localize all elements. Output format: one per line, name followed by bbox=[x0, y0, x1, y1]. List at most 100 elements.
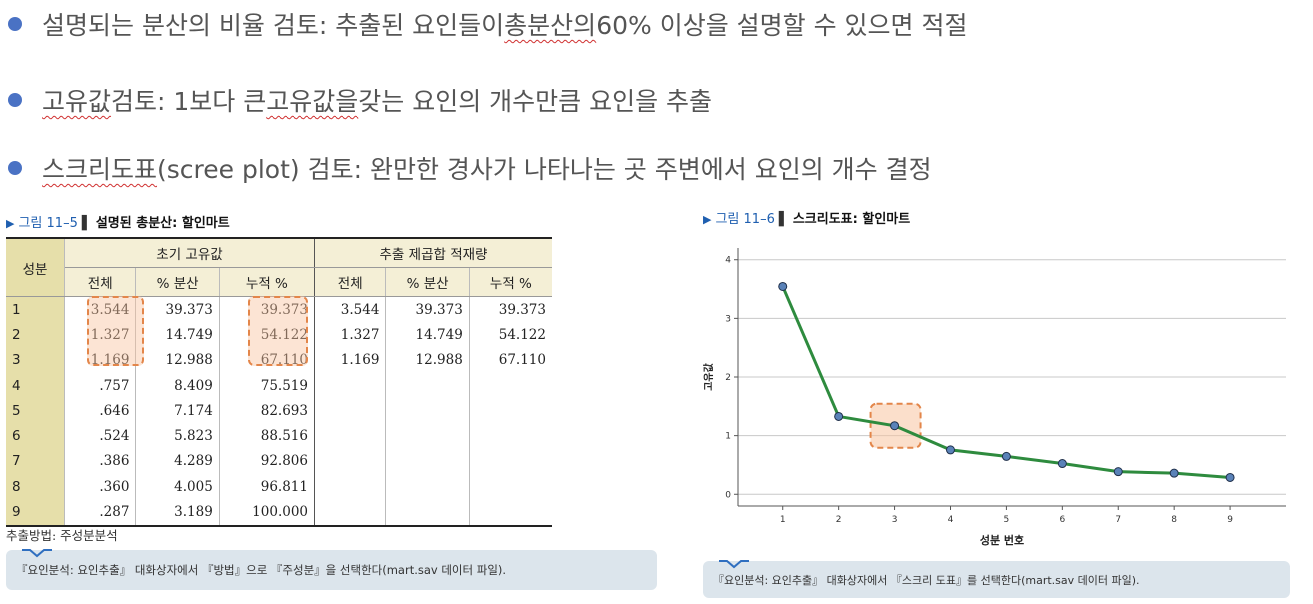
value-cell: 12.988 bbox=[385, 347, 470, 373]
value-cell bbox=[469, 373, 552, 398]
data-point bbox=[1001, 451, 1011, 461]
value-cell bbox=[469, 423, 552, 448]
value-cell: 100.000 bbox=[219, 499, 316, 527]
instruction-box-2: 『요인분석: 요인추출』 대화상자에서 『스크리 도표』를 선택한다(mart.… bbox=[703, 560, 1290, 598]
bullet-text-underlined: 총분산의 bbox=[504, 11, 597, 40]
value-cell: 5.823 bbox=[135, 423, 220, 449]
bullet-eigenvalue: 고유값 검토: 1보다 큰 고유값을 갖는 요인의 개수만큼 요인을 추출 bbox=[8, 82, 712, 118]
extraction-method-note: 추출방법: 주성분분석 bbox=[6, 528, 118, 543]
component-cell: 7 bbox=[6, 448, 65, 475]
value-cell: 92.806 bbox=[219, 448, 316, 475]
arrow-icon: ▶ bbox=[703, 213, 712, 226]
highlight-total-box bbox=[87, 296, 144, 366]
x-tick-label: 9 bbox=[1227, 515, 1233, 525]
column-header: 누적 % bbox=[219, 267, 316, 297]
instruction-text-1: 『요인분석: 요인추출』 대화상자에서 『방법』으로 『주성분』을 선택한다(m… bbox=[16, 563, 507, 577]
bullet-dot-icon bbox=[8, 93, 22, 107]
x-tick-label: 2 bbox=[836, 515, 842, 525]
group-header-initial: 초기 고유값 bbox=[64, 237, 315, 268]
value-cell: .757 bbox=[64, 372, 137, 399]
value-cell bbox=[314, 423, 387, 449]
bullet-text-post: (scree plot) 검토: 완만한 경사가 나타나는 곳 주변에서 요인의… bbox=[157, 155, 932, 184]
row-header: 성분 bbox=[6, 237, 65, 297]
value-cell: 54.122 bbox=[219, 322, 316, 348]
chevron-down-icon bbox=[22, 549, 52, 558]
component-cell: 4 bbox=[6, 372, 65, 399]
column-header: 전체 bbox=[64, 267, 137, 297]
table-row: 2 1.327 14.749 54.122 1.327 14.749 54.122 bbox=[6, 322, 552, 348]
chevron-down-icon bbox=[719, 560, 749, 569]
bullet-dot-icon bbox=[8, 17, 22, 31]
value-cell: 67.110 bbox=[498, 352, 546, 369]
value-cell: 1.169 bbox=[314, 347, 387, 373]
value-cell: .386 bbox=[64, 448, 137, 475]
x-axis-label: 성분 번호 bbox=[980, 533, 1024, 547]
value-cell bbox=[469, 499, 552, 527]
bullet-text-underlined-2: 고유값을 bbox=[266, 87, 359, 116]
value-cell bbox=[314, 398, 387, 424]
value-cell: 75.519 bbox=[219, 372, 316, 399]
figure2-caption: 스크리도표: 할인마트 bbox=[792, 212, 911, 227]
value-cell: 39.373 bbox=[135, 296, 220, 323]
value-cell: 4.005 bbox=[135, 474, 220, 500]
x-tick-label: 1 bbox=[780, 515, 786, 525]
table-row: 4.757 8.409 75.519 bbox=[6, 372, 552, 399]
value-cell: .524 bbox=[64, 423, 137, 449]
value-cell: 39.373 bbox=[385, 296, 470, 323]
value-cell: 12.988 bbox=[135, 347, 220, 373]
value-cell bbox=[385, 448, 470, 475]
figure1-number: 그림 11–5 bbox=[18, 216, 78, 231]
value-cell: 96.811 bbox=[219, 474, 316, 500]
component-cell: 5 bbox=[6, 398, 65, 424]
bullet-text-pre: 설명되는 분산의 비율 검토: 추출된 요인들이 bbox=[42, 11, 505, 40]
value-cell bbox=[385, 423, 470, 449]
y-tick-label: 1 bbox=[725, 432, 731, 442]
value-cell: 4.289 bbox=[135, 448, 220, 475]
value-cell bbox=[469, 449, 552, 474]
value-cell: 3.544 bbox=[314, 296, 387, 323]
column-header: 누적 % bbox=[469, 267, 552, 297]
instruction-box-1: 『요인분석: 요인추출』 대화상자에서 『방법』으로 『주성분』을 선택한다(m… bbox=[6, 549, 657, 590]
table-row: 9.287 3.189 100.000 bbox=[6, 499, 552, 527]
component-cell: 1 bbox=[6, 296, 65, 323]
bullet-text-post: 60% 이상을 설명할 수 있으면 적절 bbox=[596, 11, 968, 40]
bullet-text-mid: 검토: 1보다 큰 bbox=[111, 87, 267, 116]
value-cell: .287 bbox=[64, 499, 137, 527]
component-cell: 2 bbox=[6, 322, 65, 348]
value-cell bbox=[469, 398, 552, 423]
value-cell: 82.693 bbox=[219, 398, 316, 424]
component-cell: 6 bbox=[6, 423, 65, 449]
bullet-dot-icon bbox=[8, 161, 22, 175]
data-point bbox=[834, 411, 844, 421]
value-cell: 39.373 bbox=[498, 301, 546, 318]
variance-table: 성분 초기 고유값 추출 제곱합 적재량 전체 % 분산 누적 % 전체 % 분… bbox=[6, 237, 552, 527]
data-point bbox=[1113, 467, 1123, 477]
x-tick-label: 5 bbox=[1004, 515, 1010, 525]
value-cell: .646 bbox=[64, 398, 137, 424]
table-row: 1 3.544 39.373 39.373 3.544 39.373 39.373 bbox=[6, 296, 552, 323]
table-row: 8.360 4.005 96.811 bbox=[6, 474, 552, 500]
value-cell bbox=[314, 448, 387, 475]
value-cell bbox=[385, 474, 470, 500]
data-point bbox=[945, 445, 955, 455]
y-tick-label: 3 bbox=[725, 314, 731, 324]
value-cell: 1.327 bbox=[64, 322, 137, 348]
component-cell: 8 bbox=[6, 474, 65, 500]
figure1-title: ▶ 그림 11–5 ▌ 설명된 총분산: 할인마트 bbox=[6, 212, 230, 231]
x-tick-label: 4 bbox=[948, 515, 954, 525]
value-cell bbox=[314, 372, 387, 399]
figure2-number: 그림 11–6 bbox=[715, 212, 775, 227]
table-row: 6.524 5.823 88.516 bbox=[6, 423, 552, 449]
value-cell: .360 bbox=[64, 474, 137, 500]
bullet-text-underlined: 고유값 bbox=[42, 87, 112, 116]
component-cell: 3 bbox=[6, 347, 65, 373]
value-cell: 3.544 bbox=[64, 296, 137, 323]
value-cell: 88.516 bbox=[219, 423, 316, 449]
y-tick-label: 0 bbox=[725, 490, 731, 500]
value-cell: 7.174 bbox=[135, 398, 220, 424]
eigenvalue-line bbox=[781, 285, 1231, 479]
column-header: % 분산 bbox=[385, 267, 470, 297]
x-tick-label: 8 bbox=[1171, 515, 1177, 525]
value-cell: 8.409 bbox=[135, 372, 220, 399]
x-tick-label: 7 bbox=[1115, 515, 1121, 525]
